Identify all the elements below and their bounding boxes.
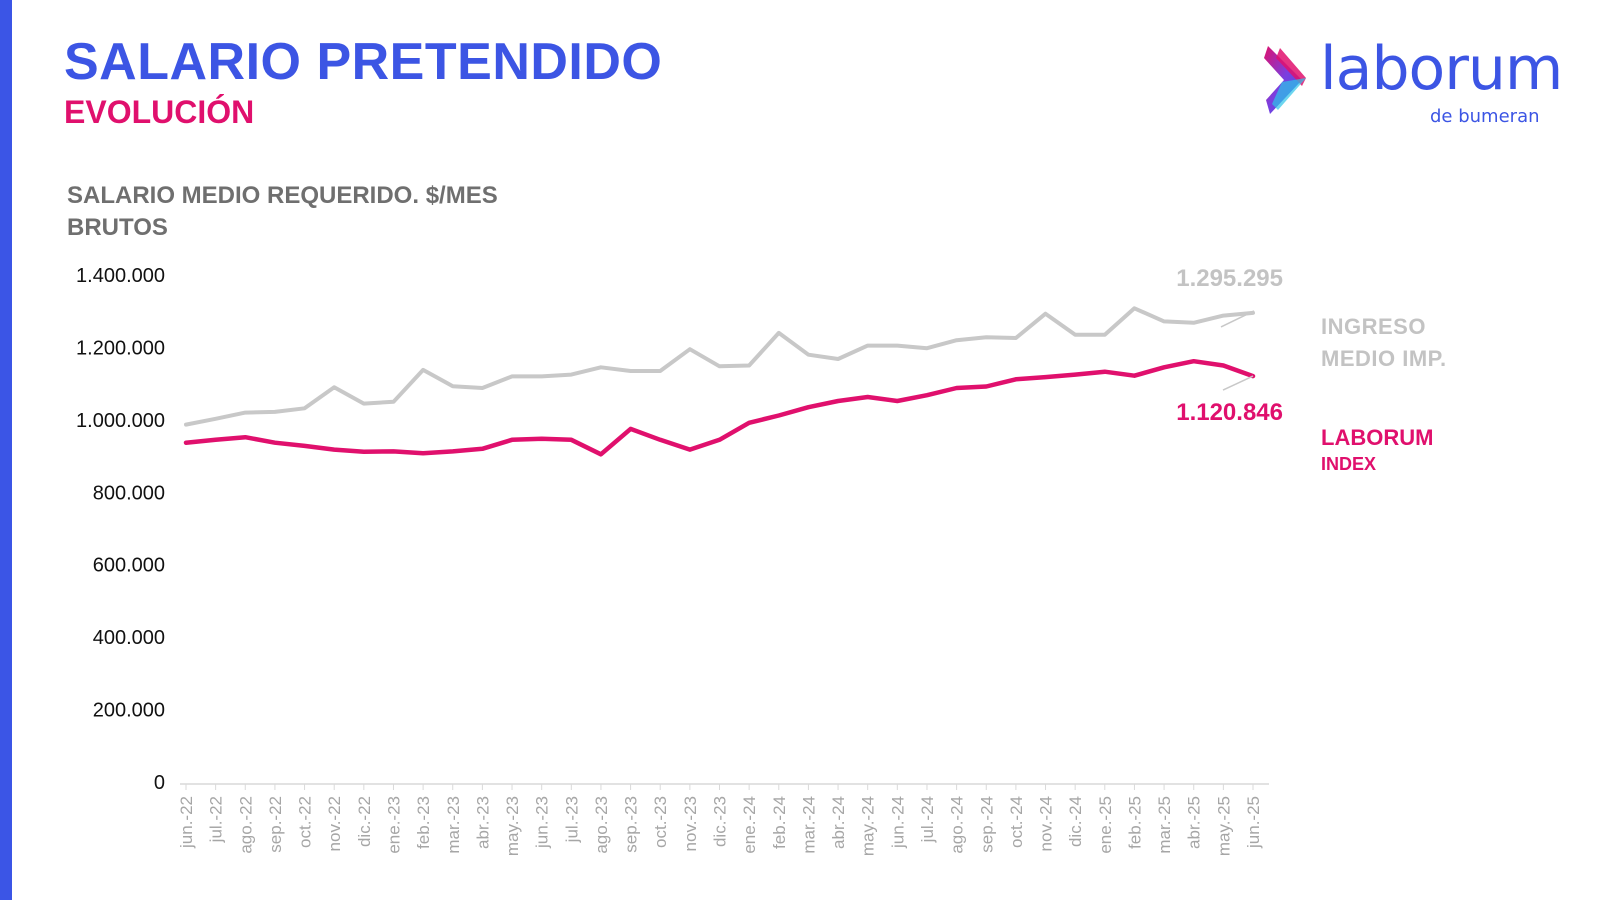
x-tick-label: nov.-24	[1037, 796, 1056, 851]
y-tick-label: 1.200.000	[76, 337, 165, 359]
legend-index-label: INDEX	[1321, 454, 1377, 474]
x-tick-label: jun.-25	[1244, 796, 1263, 849]
x-tick-label: may.-24	[859, 796, 878, 856]
y-tick-label: 800.000	[93, 482, 165, 504]
x-tick-label: abr.-24	[829, 796, 848, 849]
page-subtitle: EVOLUCIÓN	[64, 94, 255, 130]
x-tick-label: nov.-23	[681, 796, 700, 851]
chevron-arrow-icon	[1264, 46, 1306, 114]
x-tick-label: feb.-23	[414, 796, 433, 849]
x-tick-label: oct.-22	[296, 796, 315, 848]
x-tick-label: ene.-25	[1096, 796, 1115, 854]
x-tick-label: dic.-23	[711, 796, 730, 847]
y-tick-label: 600.000	[93, 555, 165, 577]
x-tick-label: jun.-24	[888, 796, 907, 849]
x-tick-label: ene.-24	[740, 796, 759, 854]
legend-laborum-index: LABORUM INDEX	[1321, 424, 1433, 476]
x-tick-label: sep.-22	[266, 796, 285, 853]
x-tick-label: ago.-23	[592, 796, 611, 854]
series-line-laborum-index	[183, 358, 1256, 457]
x-tick-label: may.-23	[503, 796, 522, 856]
y-tick-label: 1.400.000	[76, 265, 165, 287]
data-label-laborum-index: 1.120.846	[1176, 399, 1283, 426]
x-tick-label: sep.-24	[977, 796, 996, 853]
annotation-leader-laborum	[1222, 375, 1254, 391]
x-tick-label: dic.-24	[1066, 796, 1085, 847]
x-tick-label: jun.-22	[177, 796, 196, 849]
x-tick-label: mar.-24	[799, 796, 818, 854]
x-tick-label: jul.-23	[562, 796, 581, 843]
page-title: SALARIO PRETENDIDO	[64, 33, 663, 91]
annotation-leader-ingreso	[1220, 310, 1255, 328]
x-tick-label: nov.-22	[325, 796, 344, 851]
x-tick-label: feb.-24	[770, 796, 789, 849]
legend-laborum-label: LABORUM	[1321, 425, 1434, 450]
x-tick-label: feb.-25	[1125, 796, 1144, 849]
x-tick-label: oct.-24	[1007, 796, 1026, 848]
legend-ingreso-medio: INGRESO MEDIO IMP.	[1321, 314, 1447, 371]
logo-wordmark: laborum	[1320, 34, 1563, 104]
chart-title: SALARIO MEDIO REQUERIDO. $/MES BRUTOS	[67, 182, 498, 241]
data-label-ingreso-medio: 1.295.295	[1176, 265, 1283, 292]
y-tick-label: 200.000	[93, 700, 165, 722]
x-tick-label: abr.-25	[1185, 796, 1204, 849]
x-tick-label: ago.-22	[236, 796, 255, 854]
x-tick-label: sep.-23	[622, 796, 641, 853]
x-tick-label: mar.-25	[1155, 796, 1174, 854]
x-tick-label: jun.-23	[533, 796, 552, 849]
x-tick-label: dic.-22	[355, 796, 374, 847]
series-line-ingreso-medio	[184, 306, 1255, 427]
y-tick-label: 0	[154, 772, 165, 794]
x-tick-label: oct.-23	[651, 796, 670, 848]
x-tick-label: jul.-24	[918, 796, 937, 843]
left-accent-bar	[0, 0, 12, 900]
laborum-logo: laborum de bumeran	[1262, 34, 1563, 130]
x-tick-label: ago.-24	[948, 796, 967, 854]
x-tick-label: may.-25	[1214, 796, 1233, 856]
logo-subtext: de bumeran	[1430, 106, 1540, 127]
x-tick-label: jul.-22	[207, 796, 226, 843]
y-tick-label: 1.000.000	[76, 410, 165, 432]
x-tick-label: abr.-23	[473, 796, 492, 849]
x-tick-label: mar.-23	[444, 796, 463, 854]
x-tick-label: ene.-23	[384, 796, 403, 854]
y-tick-label: 400.000	[93, 627, 165, 649]
